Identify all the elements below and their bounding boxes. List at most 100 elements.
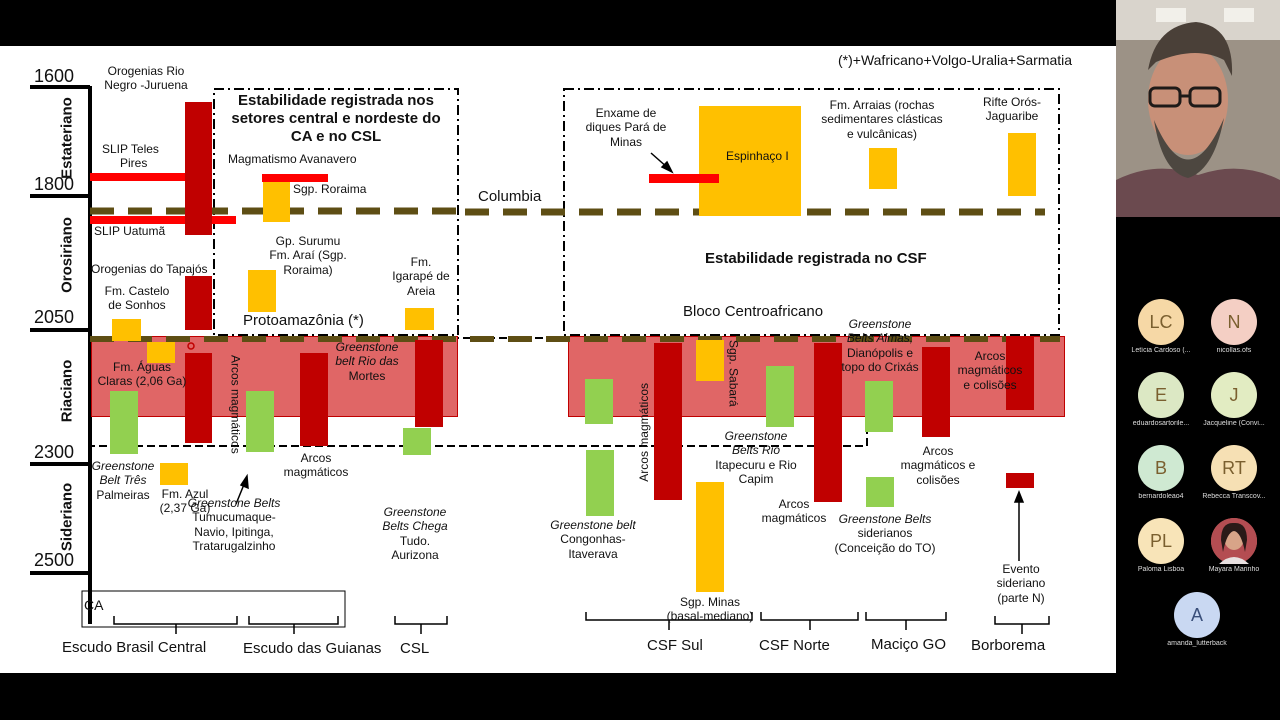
- label-fm-arraias: Fm. Arraias (rochas sedimentares clástica…: [821, 98, 943, 141]
- arcos-magmaticos-bar-csf-norte: [814, 343, 842, 502]
- avatar: N: [1211, 299, 1257, 345]
- greenstone-congonhas-bar: [586, 450, 614, 516]
- greenstone-tumucumaque-bar: [246, 391, 274, 452]
- label-gp-surumu: Gp. Surumu Fm. Araí (Sgp. Roraima): [269, 234, 347, 277]
- fm-azul-bar: [160, 463, 188, 485]
- avatar: E: [1138, 372, 1184, 418]
- label-arcos-magmaticos-vertical: Arcos magmáticos: [228, 355, 243, 454]
- espinhaco-bar: [699, 106, 801, 216]
- age-2300: 2300: [34, 442, 75, 462]
- label-greenstone-siderianos: Greenstone Belts siderianos (Conceição do …: [834, 512, 936, 555]
- participant-tile[interactable]: PL Paloma Lisboa: [1123, 518, 1199, 573]
- participant-name: Rebecca Transcov...: [1202, 493, 1266, 500]
- region-escudo-brasil-central: Escudo Brasil Central: [62, 639, 207, 656]
- label-ca-box: CA: [84, 597, 104, 613]
- label-fm-azul: Fm. Azul (2,37 Ga): [159, 487, 211, 516]
- label-evento-sideriano: Evento sideriano (parte N): [996, 562, 1046, 605]
- participant-tile[interactable]: B bernardoleao4: [1123, 445, 1199, 500]
- note-text: (*)+Wafricano+Volgo-Uralia+Sarmatia: [838, 52, 1073, 68]
- region-csf-norte: CSF Norte: [759, 637, 830, 654]
- fm-igarape-bar: [405, 308, 434, 330]
- protoamazonia-label: Protoamazônia (*): [243, 312, 364, 329]
- slip-uatuma-bar: [90, 216, 236, 224]
- region-escudo-guianas: Escudo das Guianas: [243, 640, 382, 657]
- label-slip-teles-pires: SLIP Teles Pires: [102, 142, 159, 171]
- age-2500: 2500: [34, 550, 75, 570]
- participant-name: Jacqueline (Convi...: [1203, 420, 1265, 427]
- greenstone-almas-bar: [865, 381, 893, 432]
- magmatismo-avanavero-bar: [262, 174, 328, 182]
- region-csl: CSL: [400, 640, 430, 657]
- avatar: PL: [1138, 518, 1184, 564]
- avatar: J: [1211, 372, 1257, 418]
- participant-tile[interactable]: N nicollas.ofs: [1196, 299, 1272, 354]
- presenter-video-frame: [1116, 0, 1280, 217]
- orogenias-rio-negro-bar: [185, 102, 212, 235]
- participant-tile[interactable]: E eduardosartorile...: [1123, 372, 1199, 427]
- avatar: B: [1138, 445, 1184, 491]
- label-espinhaco: Espinhaço I: [726, 149, 789, 163]
- stability-csf-text: Estabilidade registrada no CSF: [705, 250, 927, 267]
- participant-tile[interactable]: J Jacqueline (Convi...: [1196, 372, 1272, 427]
- region-borborema: Borborema: [971, 637, 1046, 654]
- participant-name: amanda_lutterback: [1167, 640, 1227, 647]
- label-greenstone-almas: Greenstone Belts Almas, Dianópolis e topo d…: [841, 317, 919, 375]
- bloco-centroafricano-label: Bloco Centroafricano: [683, 303, 824, 320]
- region-macico-go: Maciço GO: [871, 636, 947, 653]
- slip-teles-pires-bar: [90, 173, 212, 181]
- avatar: LC: [1138, 299, 1184, 345]
- greenstone-itapecuru-bar: [766, 366, 794, 427]
- sgp-sabara-bar: [696, 340, 724, 381]
- label-arcos-magmaticos-1: Arcos magmáticos: [283, 451, 349, 480]
- age-1600: 1600: [34, 66, 75, 86]
- label-orogenias-tapajos: Orogenias do Tapajós: [91, 262, 208, 276]
- label-rifte-oros: Rifte Orós- Jaguaribe: [982, 95, 1041, 124]
- label-fm-igarape: Fm. Igarapé de Areia: [392, 255, 450, 298]
- sgp-minas-bar: [696, 482, 724, 592]
- participant-tile[interactable]: LC Letícia Cardoso (...: [1123, 299, 1199, 354]
- participant-name: Paloma Lisboa: [1137, 566, 1185, 573]
- evento-sideriano-bar: [1006, 473, 1034, 488]
- arcos-magmaticos-bar-csf-sul: [654, 343, 682, 500]
- tick-2500: [30, 571, 90, 575]
- tick-1800: [30, 194, 90, 198]
- label-orogenias-rio-negro: Orogenias Rio Negro -Juruena: [104, 64, 188, 93]
- participant-tile[interactable]: RT Rebecca Transcov...: [1196, 445, 1272, 500]
- avatar-photo: [1211, 518, 1257, 564]
- participant-tile[interactable]: A amanda_lutterback: [1159, 592, 1235, 647]
- participant-name: Mayara Marinho: [1208, 566, 1260, 573]
- participant-tile[interactable]: Mayara Marinho: [1196, 518, 1272, 573]
- label-arcos-colisoes-2: Arcos magmáticos e colisões: [900, 444, 976, 487]
- participant-name: nicollas.ofs: [1216, 347, 1252, 354]
- gp-surumu-bar: [248, 270, 276, 312]
- fm-arraias-bar: [869, 148, 897, 189]
- presenter-video[interactable]: [1116, 0, 1280, 217]
- person-photo-icon: [1211, 518, 1257, 564]
- label-greenstone-congonhas: Greenstone belt Congonhas- Itaverava: [550, 518, 636, 561]
- fm-aguas-claras-bar: [147, 342, 175, 363]
- stability-ca-text: Estabilidade registrada nos setores centr…: [231, 92, 441, 145]
- label-enxame-diques: Enxame de diques Pará de Minas: [585, 106, 667, 149]
- columbia-label: Columbia: [478, 188, 542, 205]
- label-greenstone-tres-palmeiras: Greenstone Belt Três Palmeiras: [91, 459, 155, 502]
- orogenias-tapajos-bar: [185, 276, 212, 330]
- tick-1600: [30, 85, 90, 89]
- age-2050: 2050: [34, 307, 75, 327]
- greenstone-rio-mortes-bar: [415, 340, 443, 427]
- tick-2300: [30, 462, 90, 466]
- csf-sul-green-bar: [585, 379, 613, 424]
- avatar: A: [1174, 592, 1220, 638]
- fm-castelo-bar: [112, 319, 141, 341]
- label-arcos-magmaticos-csf-vertical: Arcos magmáticos: [637, 383, 651, 482]
- participant-name: bernardoleao4: [1138, 493, 1184, 500]
- label-greenstone-itapecuru: Greenstone Belts Rio Itapecuru e Rio Capim: [715, 429, 797, 487]
- enxame-diques-bar: [649, 174, 719, 183]
- label-sgp-minas: Sgp. Minas (basal-mediano): [666, 595, 754, 624]
- tick-2050: [30, 328, 90, 332]
- label-greenstone-rio-mortes: Greenstone belt Rio das Mortes: [335, 340, 399, 383]
- label-sgp-sabara-vertical: Sgp. Sabará: [726, 340, 741, 407]
- arcos-colisoes-bar-borborema: [1006, 336, 1034, 410]
- label-magmatismo-avanavero: Magmatismo Avanavero: [228, 152, 357, 166]
- arcos-magmaticos-bar-ebc: [185, 353, 212, 443]
- label-fm-aguas-claras: Fm. Águas Claras (2,06 Ga): [97, 360, 187, 389]
